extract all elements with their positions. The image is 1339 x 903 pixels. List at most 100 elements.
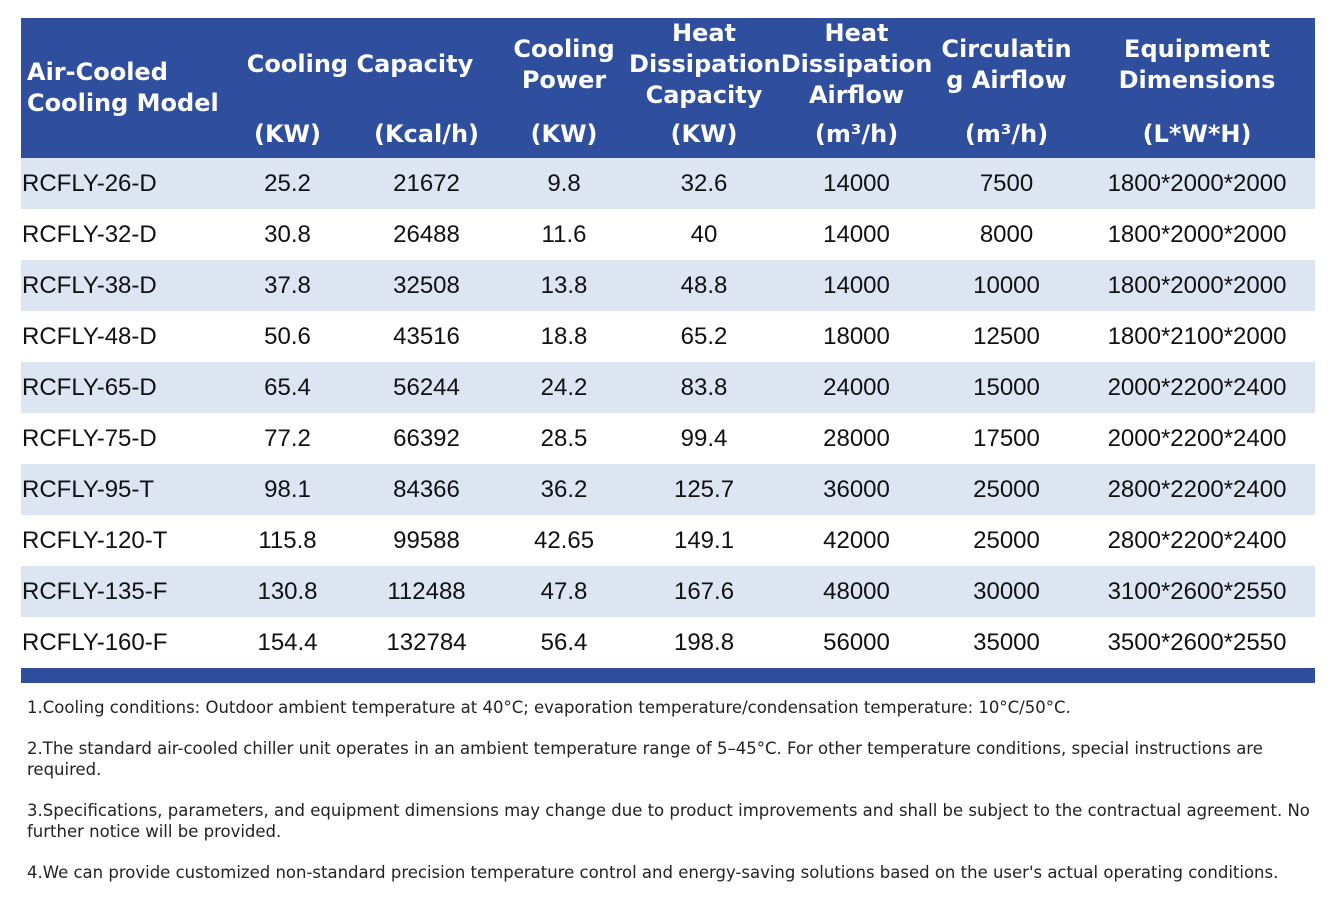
value-cell: 40 [629,209,780,260]
value-cell: 21672 [354,158,500,209]
value-cell: 7500 [934,158,1080,209]
table-row: RCFLY-160-F 154.4 132784 56.4 198.8 56000 3500… [21,617,1316,668]
value-cell: 28.5 [499,413,630,464]
table-row: RCFLY-48-D 50.6 43516 18.8 65.2 18000 12500 180… [21,311,1316,362]
value-cell: 56.4 [499,617,630,668]
model-cell: RCFLY-32-D [21,209,221,260]
value-cell: 2800*2200*2400 [1079,515,1316,566]
value-cell: 154.4 [221,617,354,668]
value-cell: 99588 [354,515,500,566]
value-cell: 30000 [934,566,1080,617]
value-cell: 65.2 [629,311,780,362]
value-cell: 47.8 [499,566,630,617]
note-1: 1.Cooling conditions: Outdoor ambient te… [27,698,1071,717]
value-cell: 17500 [934,413,1080,464]
header-equipment-dimensions: Equipment Dimensions [1079,18,1316,111]
model-cell: RCFLY-160-F [21,617,221,668]
table-row: RCFLY-135-F 130.8 112488 47.8 167.6 48000 3000… [21,566,1316,617]
value-cell: 132784 [354,617,500,668]
value-cell: 66392 [354,413,500,464]
value-cell: 3100*2600*2550 [1079,566,1316,617]
table-row: RCFLY-65-D 65.4 56244 24.2 83.8 24000 15000 200… [21,362,1316,413]
value-cell: 1800*2100*2000 [1079,311,1316,362]
table-row: RCFLY-120-T 115.8 99588 42.65 149.1 42000 2500… [21,515,1316,566]
value-cell: 36000 [779,464,935,515]
value-cell: 26488 [354,209,500,260]
value-cell: 24.2 [499,362,630,413]
model-cell: RCFLY-26-D [21,158,221,209]
value-cell: 10000 [934,260,1080,311]
value-cell: 56244 [354,362,500,413]
value-cell: 30.8 [221,209,354,260]
value-cell: 48000 [779,566,935,617]
value-cell: 15000 [934,362,1080,413]
value-cell: 24000 [779,362,935,413]
value-cell: 8000 [934,209,1080,260]
value-cell: 18.8 [499,311,630,362]
value-cell: 48.8 [629,260,780,311]
header-unit-kcal: (Kcal/h) [354,111,500,158]
model-cell: RCFLY-135-F [21,566,221,617]
value-cell: 3500*2600*2550 [1079,617,1316,668]
header-cooling-capacity: Cooling Capacity [221,18,500,111]
value-cell: 50.6 [221,311,354,362]
value-cell: 42.65 [499,515,630,566]
value-cell: 98.1 [221,464,354,515]
table-bottom-bar [21,668,1315,683]
table-row: RCFLY-38-D 37.8 32508 13.8 48.8 14000 10000 180… [21,260,1316,311]
note-3: 3.Specifications, parameters, and equipm… [27,801,1310,841]
value-cell: 18000 [779,311,935,362]
header-circulating-airflow: Circulatin g Airflow [934,18,1080,111]
value-cell: 56000 [779,617,935,668]
value-cell: 35000 [934,617,1080,668]
notes-section: 1.Cooling conditions: Outdoor ambient te… [27,697,1317,903]
value-cell: 32.6 [629,158,780,209]
header-heat-dissipation-capacity: Heat Dissipation Capacity [629,18,781,111]
value-cell: 2000*2200*2400 [1079,362,1316,413]
value-cell: 28000 [779,413,935,464]
value-cell: 1800*2000*2000 [1079,260,1316,311]
value-cell: 25000 [934,464,1080,515]
model-cell: RCFLY-75-D [21,413,221,464]
model-cell: RCFLY-95-T [21,464,221,515]
value-cell: 149.1 [629,515,780,566]
value-cell: 13.8 [499,260,630,311]
value-cell: 14000 [779,209,935,260]
header-unit-circ-airflow: (m³/h) [934,111,1080,158]
spec-table-container: Air-Cooled Cooling Model Cooling Capacit… [21,18,1316,683]
header-unit-heat-airflow: (m³/h) [779,111,935,158]
value-cell: 14000 [779,158,935,209]
model-cell: RCFLY-48-D [21,311,221,362]
header-unit-kw: (KW) [221,111,354,158]
header-model: Air-Cooled Cooling Model [21,18,221,158]
value-cell: 36.2 [499,464,630,515]
value-cell: 198.8 [629,617,780,668]
value-cell: 99.4 [629,413,780,464]
value-cell: 42000 [779,515,935,566]
model-cell: RCFLY-38-D [21,260,221,311]
value-cell: 112488 [354,566,500,617]
value-cell: 11.6 [499,209,630,260]
table-row: RCFLY-26-D 25.2 21672 9.8 32.6 14000 7500 1800*… [21,158,1316,209]
header-unit-power: (KW) [499,111,630,158]
value-cell: 2800*2200*2400 [1079,464,1316,515]
model-cell: RCFLY-65-D [21,362,221,413]
header-cooling-power: Cooling Power [499,18,630,111]
value-cell: 65.4 [221,362,354,413]
value-cell: 83.8 [629,362,780,413]
value-cell: 9.8 [499,158,630,209]
value-cell: 25.2 [221,158,354,209]
value-cell: 125.7 [629,464,780,515]
value-cell: 115.8 [221,515,354,566]
value-cell: 2000*2200*2400 [1079,413,1316,464]
note-2: 2.The standard air-cooled chiller unit o… [27,739,1263,779]
model-cell: RCFLY-120-T [21,515,221,566]
value-cell: 32508 [354,260,500,311]
table-row: RCFLY-95-T 98.1 84366 36.2 125.7 36000 25000 28… [21,464,1316,515]
value-cell: 130.8 [221,566,354,617]
table-row: RCFLY-32-D 30.8 26488 11.6 40 14000 8000 1800*2… [21,209,1316,260]
value-cell: 37.8 [221,260,354,311]
value-cell: 12500 [934,311,1080,362]
value-cell: 1800*2000*2000 [1079,158,1316,209]
value-cell: 77.2 [221,413,354,464]
